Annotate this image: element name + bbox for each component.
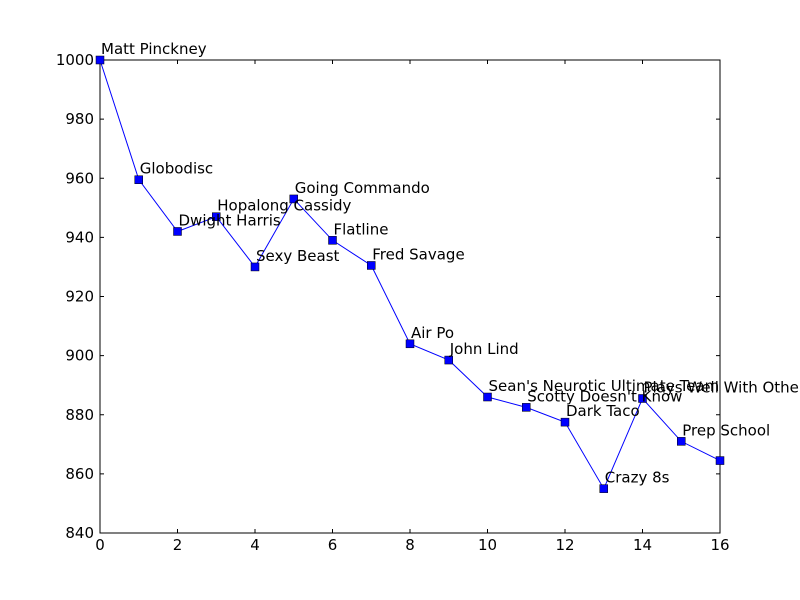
y-tick-label: 840 [65, 524, 94, 542]
x-tick-label: 16 [710, 536, 729, 554]
data-point-marker [328, 236, 337, 245]
data-point-marker [483, 392, 492, 402]
data-point-marker [560, 417, 570, 427]
data-point-label: Sexy Beast [256, 247, 340, 265]
data-point-marker [638, 394, 647, 403]
x-tick-label: 2 [173, 536, 183, 554]
data-point-label: Matt Pinckney [101, 40, 207, 58]
x-tick-label: 12 [555, 536, 574, 554]
data-point-label: Air Po [411, 324, 454, 342]
data-point-label: Plays Well With Others [644, 378, 800, 396]
y-tick-label: 880 [65, 406, 94, 424]
y-tick-label: 900 [65, 347, 94, 365]
data-point-marker [405, 339, 415, 349]
x-tick-label: 8 [405, 536, 415, 554]
data-point-label: Dark Taco [566, 402, 640, 420]
x-tick-label: 14 [633, 536, 652, 554]
data-point-marker [250, 262, 260, 272]
data-point-label: Scotty Doesn't Know [527, 387, 682, 405]
y-tick-label: 860 [65, 465, 94, 483]
data-point-label: Flatline [334, 220, 389, 238]
x-tick-label: 10 [478, 536, 497, 554]
data-point-marker [367, 261, 376, 270]
data-point-marker [289, 194, 298, 204]
data-point-label: Hopalong Cassidy [217, 197, 351, 215]
data-point-marker [677, 437, 686, 446]
data-point-label: Crazy 8s [605, 469, 670, 487]
data-point-marker [522, 403, 531, 412]
y-tick-label: 980 [65, 110, 94, 128]
data-point-marker [212, 212, 221, 221]
x-tick-label: 4 [250, 536, 260, 554]
data-point-marker [599, 484, 608, 493]
x-tick-label: 6 [328, 536, 338, 554]
y-tick-label: 1000 [56, 51, 94, 69]
data-point-label: Dwight Harris [179, 211, 281, 229]
y-tick-label: 940 [65, 228, 94, 246]
data-point-label: John Lind [449, 340, 519, 358]
data-point-label: Going Commando [295, 179, 430, 197]
data-point-marker [715, 456, 725, 465]
data-point-label: Globodisc [140, 160, 213, 178]
data-point-label: Prep School [682, 421, 770, 439]
y-tick-label: 960 [65, 169, 94, 187]
data-point-marker [173, 227, 182, 236]
data-point-label: Fred Savage [372, 245, 464, 263]
data-point-marker [134, 175, 143, 184]
x-tick-label: 0 [95, 536, 105, 554]
data-point-marker [444, 355, 453, 365]
data-point-label: Sean's Neurotic Ultimate Team [489, 377, 720, 395]
plot-layer: 0 2 4 6 8 10 12 14 16 840 860 880 900 920 940 960 980 100… [56, 40, 800, 554]
data-point-marker [95, 55, 105, 65]
y-tick-label: 920 [65, 288, 94, 306]
